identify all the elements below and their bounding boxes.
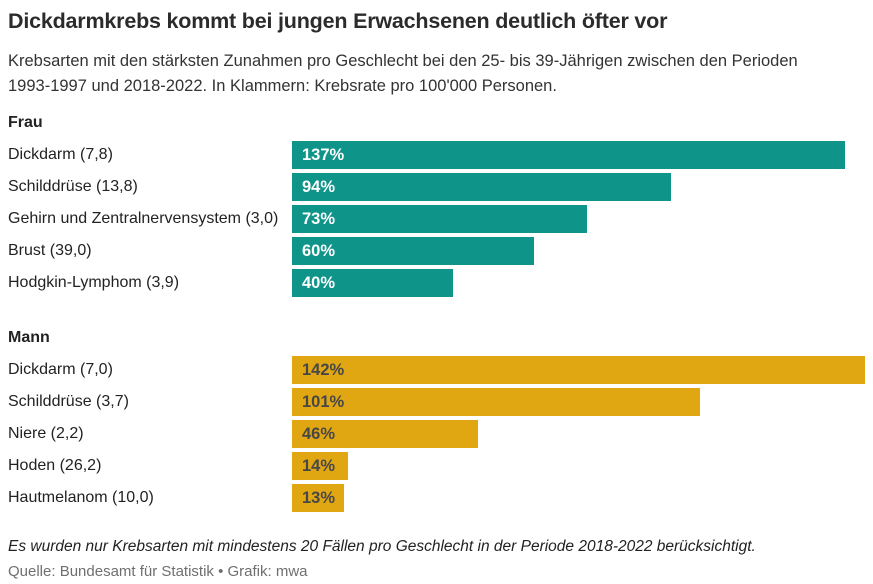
bar: 14% xyxy=(292,452,349,481)
category-label: Schilddrüse (13,8) xyxy=(8,178,138,196)
bar-track: 94% xyxy=(292,173,865,202)
bar-chart: Frau Dickdarm (7,8) 137% Schilddrüse (13… xyxy=(8,114,865,514)
bar-track: 142% xyxy=(292,356,865,385)
bar-value-label: 94% xyxy=(302,177,336,196)
bar-value-label: 142% xyxy=(302,360,345,379)
chart-row: Schilddrüse (3,7) 101% xyxy=(8,386,865,418)
bar: 142% xyxy=(292,356,865,385)
bar-track: 40% xyxy=(292,269,865,298)
bar-track: 60% xyxy=(292,237,865,266)
bar-value-label: 40% xyxy=(302,273,336,292)
chart-row: Dickdarm (7,8) 137% xyxy=(8,139,865,171)
bar-track: 14% xyxy=(292,452,865,481)
page-title: Dickdarmkrebs kommt bei jungen Erwachsen… xyxy=(8,9,668,33)
category-label: Niere (2,2) xyxy=(8,425,84,443)
bar-track: 46% xyxy=(292,420,865,449)
bar: 46% xyxy=(292,420,478,449)
group-rows: Dickdarm (7,0) 142% Schilddrüse (3,7) 10… xyxy=(8,354,865,514)
group-rows: Dickdarm (7,8) 137% Schilddrüse (13,8) 9… xyxy=(8,139,865,299)
chart-row: Hodgkin-Lymphom (3,9) 40% xyxy=(8,267,865,299)
chart-row: Hoden (26,2) 14% xyxy=(8,450,865,482)
bar-track: 73% xyxy=(292,205,865,234)
chart-group: Frau Dickdarm (7,8) 137% Schilddrüse (13… xyxy=(8,114,865,299)
bar-value-label: 14% xyxy=(302,456,336,475)
bar-value-label: 73% xyxy=(302,209,336,228)
bar: 94% xyxy=(292,173,672,202)
group-title: Mann xyxy=(8,329,50,347)
chart-row: Schilddrüse (13,8) 94% xyxy=(8,171,865,203)
bar: 137% xyxy=(292,141,845,170)
bar-value-label: 13% xyxy=(302,488,336,507)
bar: 101% xyxy=(292,388,700,417)
bar-value-label: 101% xyxy=(302,392,345,411)
bar-value-label: 137% xyxy=(302,145,345,164)
bar-value-label: 60% xyxy=(302,241,336,260)
category-label: Hoden (26,2) xyxy=(8,457,102,475)
category-label: Dickdarm (7,0) xyxy=(8,361,113,379)
chart-row: Hautmelanom (10,0) 13% xyxy=(8,482,865,514)
footnote: Es wurden nur Krebsarten mit mindestens … xyxy=(8,538,756,556)
category-label: Dickdarm (7,8) xyxy=(8,146,113,164)
chart-subtitle: Krebsarten mit den stärksten Zunahmen pr… xyxy=(8,51,798,95)
bar-track: 13% xyxy=(292,484,865,513)
category-label: Hodgkin-Lymphom (3,9) xyxy=(8,274,180,292)
category-label: Schilddrüse (3,7) xyxy=(8,393,129,411)
bar: 13% xyxy=(292,484,345,513)
chart-row: Brust (39,0) 60% xyxy=(8,235,865,267)
category-label: Brust (39,0) xyxy=(8,242,92,260)
category-label: Gehirn und Zentralnervensystem (3,0) xyxy=(8,210,279,228)
bar: 73% xyxy=(292,205,587,234)
group-title: Frau xyxy=(8,114,43,132)
bar-track: 101% xyxy=(292,388,865,417)
bar-track: 137% xyxy=(292,141,865,170)
chart-row: Dickdarm (7,0) 142% xyxy=(8,354,865,386)
source-credit: Quelle: Bundesamt für Statistik • Grafik… xyxy=(8,563,308,581)
chart-row: Gehirn und Zentralnervensystem (3,0) 73% xyxy=(8,203,865,235)
bar: 40% xyxy=(292,269,454,298)
bar: 60% xyxy=(292,237,535,266)
category-label: Hautmelanom (10,0) xyxy=(8,489,154,507)
chart-row: Niere (2,2) 46% xyxy=(8,418,865,450)
bar-value-label: 46% xyxy=(302,424,336,443)
chart-group: Mann Dickdarm (7,0) 142% Schilddrüse (3,… xyxy=(8,329,865,514)
